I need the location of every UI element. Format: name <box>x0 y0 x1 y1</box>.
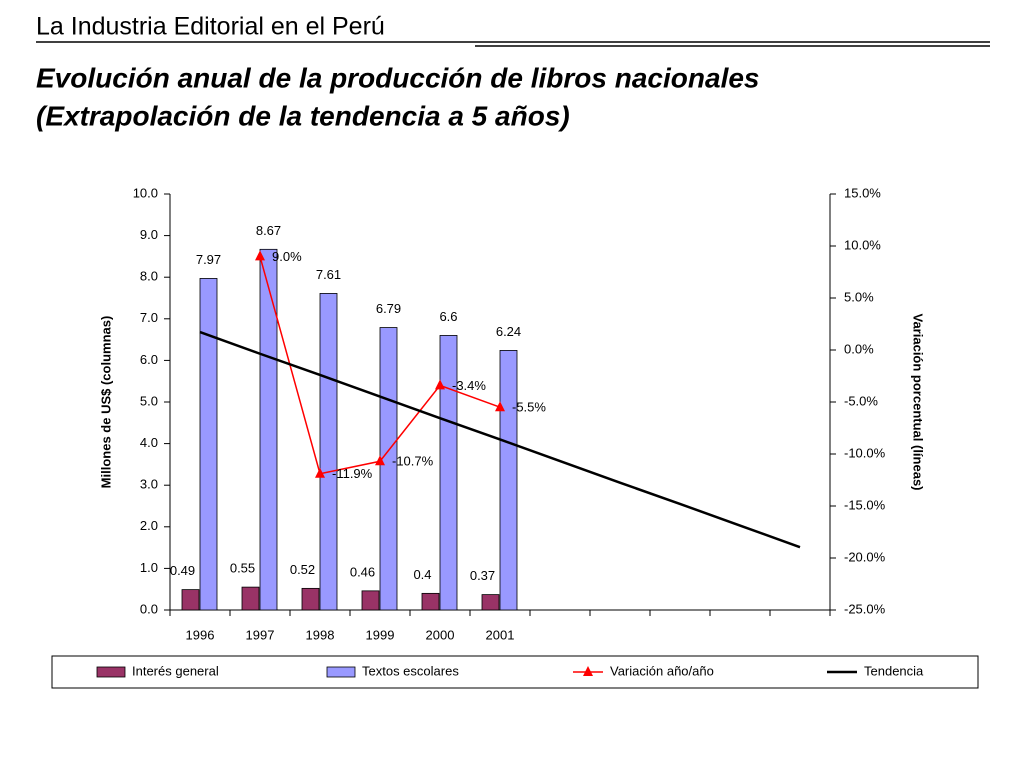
line-marker <box>315 467 325 478</box>
line-series <box>199 330 801 549</box>
x-tick-label: 1997 <box>246 627 275 642</box>
y2-tick-label: -5.0% <box>844 393 878 408</box>
x-tick-label: 1999 <box>366 627 395 642</box>
bar-value-label: 0.37 <box>470 568 495 583</box>
y-tick-label: 8.0 <box>140 269 158 284</box>
y2-axis-title: Variación porcentual (líneas) <box>911 314 926 491</box>
y2-tick-label: -20.0% <box>844 549 886 564</box>
y-tick-label: 3.0 <box>140 477 158 492</box>
bar <box>199 278 218 611</box>
legend-marker <box>583 666 593 676</box>
y2-tick-label: 10.0% <box>844 237 881 252</box>
bar <box>439 335 458 611</box>
line-value-label: -10.7% <box>392 454 434 469</box>
bar-value-label: 0.4 <box>413 567 431 582</box>
bar-value-label: 7.97 <box>196 252 221 267</box>
y2-tick-label: -25.0% <box>844 601 886 616</box>
line-marker <box>495 401 505 412</box>
bar-value-label: 0.46 <box>350 564 375 579</box>
legend-label: Tendencia <box>864 663 924 678</box>
line-marker <box>435 379 445 390</box>
chart-title: Evolución anual de la producción de libr… <box>36 62 760 93</box>
bar <box>361 590 380 611</box>
legend-label: Textos escolares <box>362 663 459 678</box>
line-value-label: -11.9% <box>332 466 373 481</box>
bar-value-label: 0.55 <box>230 561 255 576</box>
y-axis-title: Millones de US$ (columnas) <box>98 316 113 489</box>
bar <box>241 586 260 611</box>
line-value-label: 9.0% <box>272 249 302 264</box>
x-tick-label: 1998 <box>306 627 335 642</box>
bar <box>319 293 338 611</box>
y2-tick-label: 0.0% <box>844 341 874 356</box>
bar <box>181 589 200 611</box>
bar-value-label: 7.61 <box>316 267 341 282</box>
line-marker <box>255 250 265 261</box>
x-tick-label: 1996 <box>186 627 215 642</box>
bar <box>259 248 278 611</box>
line-value-label: -5.5% <box>512 400 546 415</box>
y-tick-label: 6.0 <box>140 352 158 367</box>
bar <box>481 594 500 611</box>
y-tick-label: 2.0 <box>140 518 158 533</box>
y-tick-label: 7.0 <box>140 310 158 325</box>
bar <box>301 587 320 611</box>
y2-tick-label: 5.0% <box>844 289 874 304</box>
x-tick-label: 2001 <box>486 627 515 642</box>
bar-value-label: 0.52 <box>290 562 315 577</box>
legend-label: Variación año/año <box>610 663 714 678</box>
legend-label: Interés general <box>132 663 219 678</box>
y-tick-label: 9.0 <box>140 227 158 242</box>
bar-value-label: 6.24 <box>496 324 521 339</box>
chart-subtitle: (Extrapolación de la tendencia a 5 años) <box>36 100 570 131</box>
legend <box>51 655 979 689</box>
slide-header: La Industria Editorial en el Perú <box>36 13 385 41</box>
x-tick-label: 2000 <box>426 627 455 642</box>
line-marker <box>375 455 385 466</box>
y-tick-label: 0.0 <box>140 601 158 616</box>
bar-value-label: 6.6 <box>439 309 457 324</box>
legend-swatch <box>96 666 126 678</box>
y2-tick-label: 15.0% <box>844 185 881 200</box>
bar-value-label: 6.79 <box>376 301 401 316</box>
y-tick-label: 10.0 <box>133 185 158 200</box>
bar <box>421 592 440 611</box>
line-value-label: -3.4% <box>452 378 486 393</box>
legend-swatch <box>326 666 356 678</box>
y2-tick-label: -10.0% <box>844 445 886 460</box>
y2-tick-label: -15.0% <box>844 497 886 512</box>
bar-value-label: 0.49 <box>170 563 195 578</box>
bar <box>379 327 398 611</box>
bar <box>499 350 518 611</box>
y-tick-label: 4.0 <box>140 435 158 450</box>
y-tick-label: 5.0 <box>140 393 158 408</box>
bar-value-label: 8.67 <box>256 223 281 238</box>
y-tick-label: 1.0 <box>140 560 158 575</box>
